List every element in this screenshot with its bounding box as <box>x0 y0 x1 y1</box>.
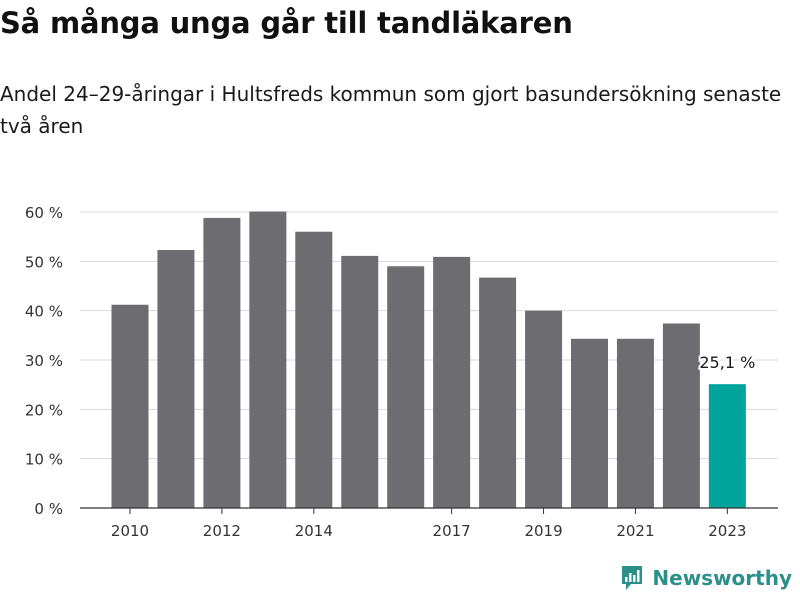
x-tick-label: 2019 <box>524 522 562 540</box>
bar <box>571 338 608 508</box>
x-tick-label: 2021 <box>616 522 654 540</box>
x-tick-label: 2017 <box>433 522 471 540</box>
x-tick-label: 2014 <box>295 522 333 540</box>
y-tick-label: 60 % <box>25 204 63 222</box>
x-tick-label: 2023 <box>708 522 746 540</box>
bar <box>203 217 241 509</box>
x-tick-label: 2012 <box>203 522 241 540</box>
bar <box>525 310 563 508</box>
bar <box>708 384 746 508</box>
brand-name: Newsworthy <box>652 566 792 590</box>
y-tick-label: 10 % <box>25 451 63 469</box>
bar <box>249 211 287 509</box>
x-tick-label: 2010 <box>111 522 149 540</box>
y-tick-label: 0 % <box>34 500 63 518</box>
newsworthy-logo-icon <box>622 566 643 590</box>
y-tick-label: 40 % <box>25 303 63 321</box>
bar <box>479 277 517 508</box>
brand-logo[interactable]: Newsworthy <box>620 564 792 592</box>
chart-subtitle: Andel 24–29-åringar i Hultsfreds kommun … <box>0 82 782 138</box>
bar <box>433 256 471 508</box>
bar <box>662 323 700 508</box>
data-label: 25,1 % <box>699 353 755 372</box>
y-tick-label: 50 % <box>25 253 63 271</box>
bar <box>616 338 654 508</box>
bar <box>387 266 425 508</box>
bar <box>295 231 333 508</box>
bar <box>341 255 379 508</box>
y-tick-label: 20 % <box>25 401 63 419</box>
bar <box>157 249 195 508</box>
chart-title: Så många unga går till tandläkaren <box>0 6 573 40</box>
bar <box>111 304 149 508</box>
y-tick-label: 30 % <box>25 352 63 370</box>
